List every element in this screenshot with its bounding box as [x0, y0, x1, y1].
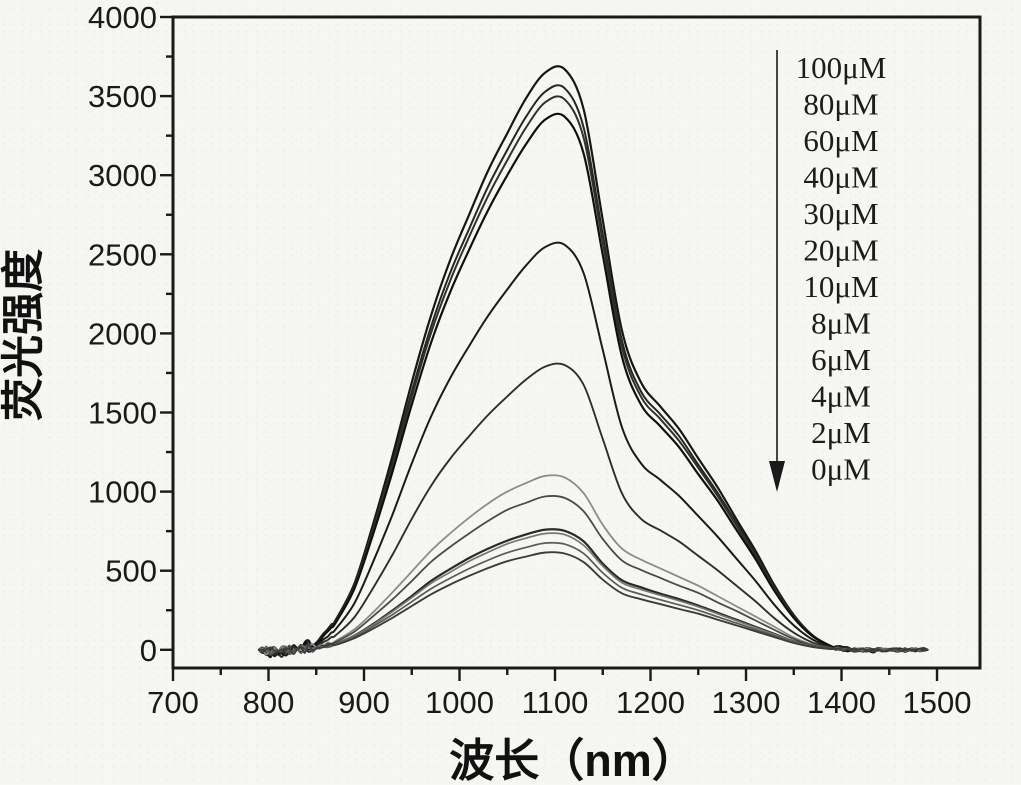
legend-label-20uM: 20μM: [803, 233, 878, 268]
legend-label-30uM: 30μM: [803, 196, 878, 231]
x-tick-label: 700: [147, 685, 199, 720]
y-tick-label: 1500: [88, 396, 157, 431]
x-tick-label: 900: [338, 685, 390, 720]
y-tick-label: 0: [140, 633, 157, 668]
y-tick-label: 4000: [88, 0, 157, 35]
y-tick-label: 1000: [88, 475, 157, 510]
legend: 100μM80μM60μM40μM30μM20μM10μM8μM6μM4μM2μ…: [769, 50, 886, 492]
legend-label-2uM: 2μM: [811, 415, 871, 450]
x-axis-ticks: [171, 668, 939, 681]
x-tick-label: 1400: [807, 685, 876, 720]
legend-label-0uM: 0μM: [811, 452, 871, 487]
legend-label-60uM: 60μM: [803, 123, 878, 158]
x-tick-label: 1100: [522, 685, 589, 720]
x-axis-tick-labels: 700 800 900 1000 1100 1200 1300 1400 1500: [147, 685, 971, 720]
y-axis-ticks: [160, 15, 173, 652]
series-curve-0uM: [258, 551, 929, 655]
y-tick-label: 2000: [88, 316, 157, 351]
x-axis-title: 波长（nm）: [449, 735, 697, 785]
y-axis-title: 荧光强度: [0, 249, 48, 421]
series-curve-4uM: [258, 532, 929, 654]
legend-label-6uM: 6μM: [811, 342, 871, 377]
legend-label-100uM: 100μM: [796, 50, 887, 85]
legend-label-80uM: 80μM: [803, 87, 878, 122]
legend-label-8uM: 8μM: [811, 306, 871, 341]
y-tick-label: 3500: [88, 79, 157, 114]
legend-label-4uM: 4μM: [811, 379, 871, 414]
y-tick-label: 2500: [88, 237, 157, 272]
x-tick-label: 1000: [425, 685, 494, 720]
x-tick-label: 1500: [903, 685, 972, 720]
x-tick-label: 1200: [616, 685, 685, 720]
plot-border: [171, 15, 982, 670]
series-curve-2uM: [258, 541, 929, 656]
y-axis-tick-labels: 0 500 1000 1500 2000 2500 3000 3500 4000: [88, 0, 157, 668]
x-tick-label: 800: [243, 685, 295, 720]
legend-arrowhead-down-icon: [769, 461, 785, 492]
y-tick-label: 3000: [88, 158, 157, 193]
legend-label-40uM: 40μM: [803, 160, 878, 195]
x-tick-label: 1300: [712, 685, 781, 720]
y-tick-label: 500: [105, 554, 157, 589]
legend-label-10uM: 10μM: [803, 269, 878, 304]
series-curves: [257, 65, 929, 659]
